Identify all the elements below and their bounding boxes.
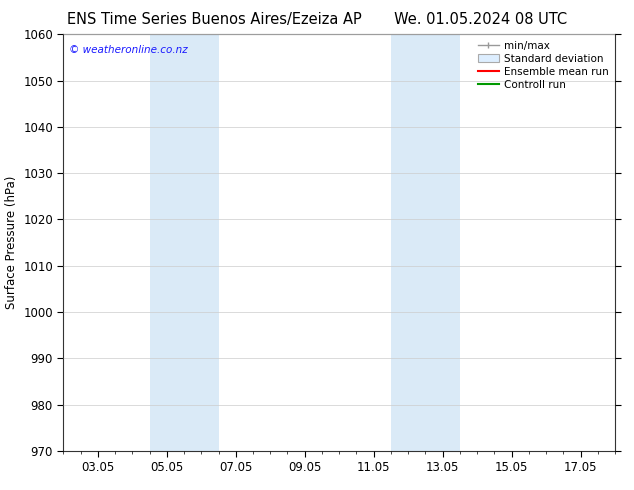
Bar <box>184 34 219 451</box>
Text: ENS Time Series Buenos Aires/Ezeiza AP       We. 01.05.2024 08 UTC: ENS Time Series Buenos Aires/Ezeiza AP W… <box>67 12 567 27</box>
Y-axis label: Surface Pressure (hPa): Surface Pressure (hPa) <box>4 176 18 309</box>
Legend: min/max, Standard deviation, Ensemble mean run, Controll run: min/max, Standard deviation, Ensemble me… <box>474 36 613 94</box>
Text: © weatheronline.co.nz: © weatheronline.co.nz <box>69 45 188 55</box>
Bar <box>150 34 184 451</box>
Bar <box>391 34 425 451</box>
Bar <box>425 34 460 451</box>
